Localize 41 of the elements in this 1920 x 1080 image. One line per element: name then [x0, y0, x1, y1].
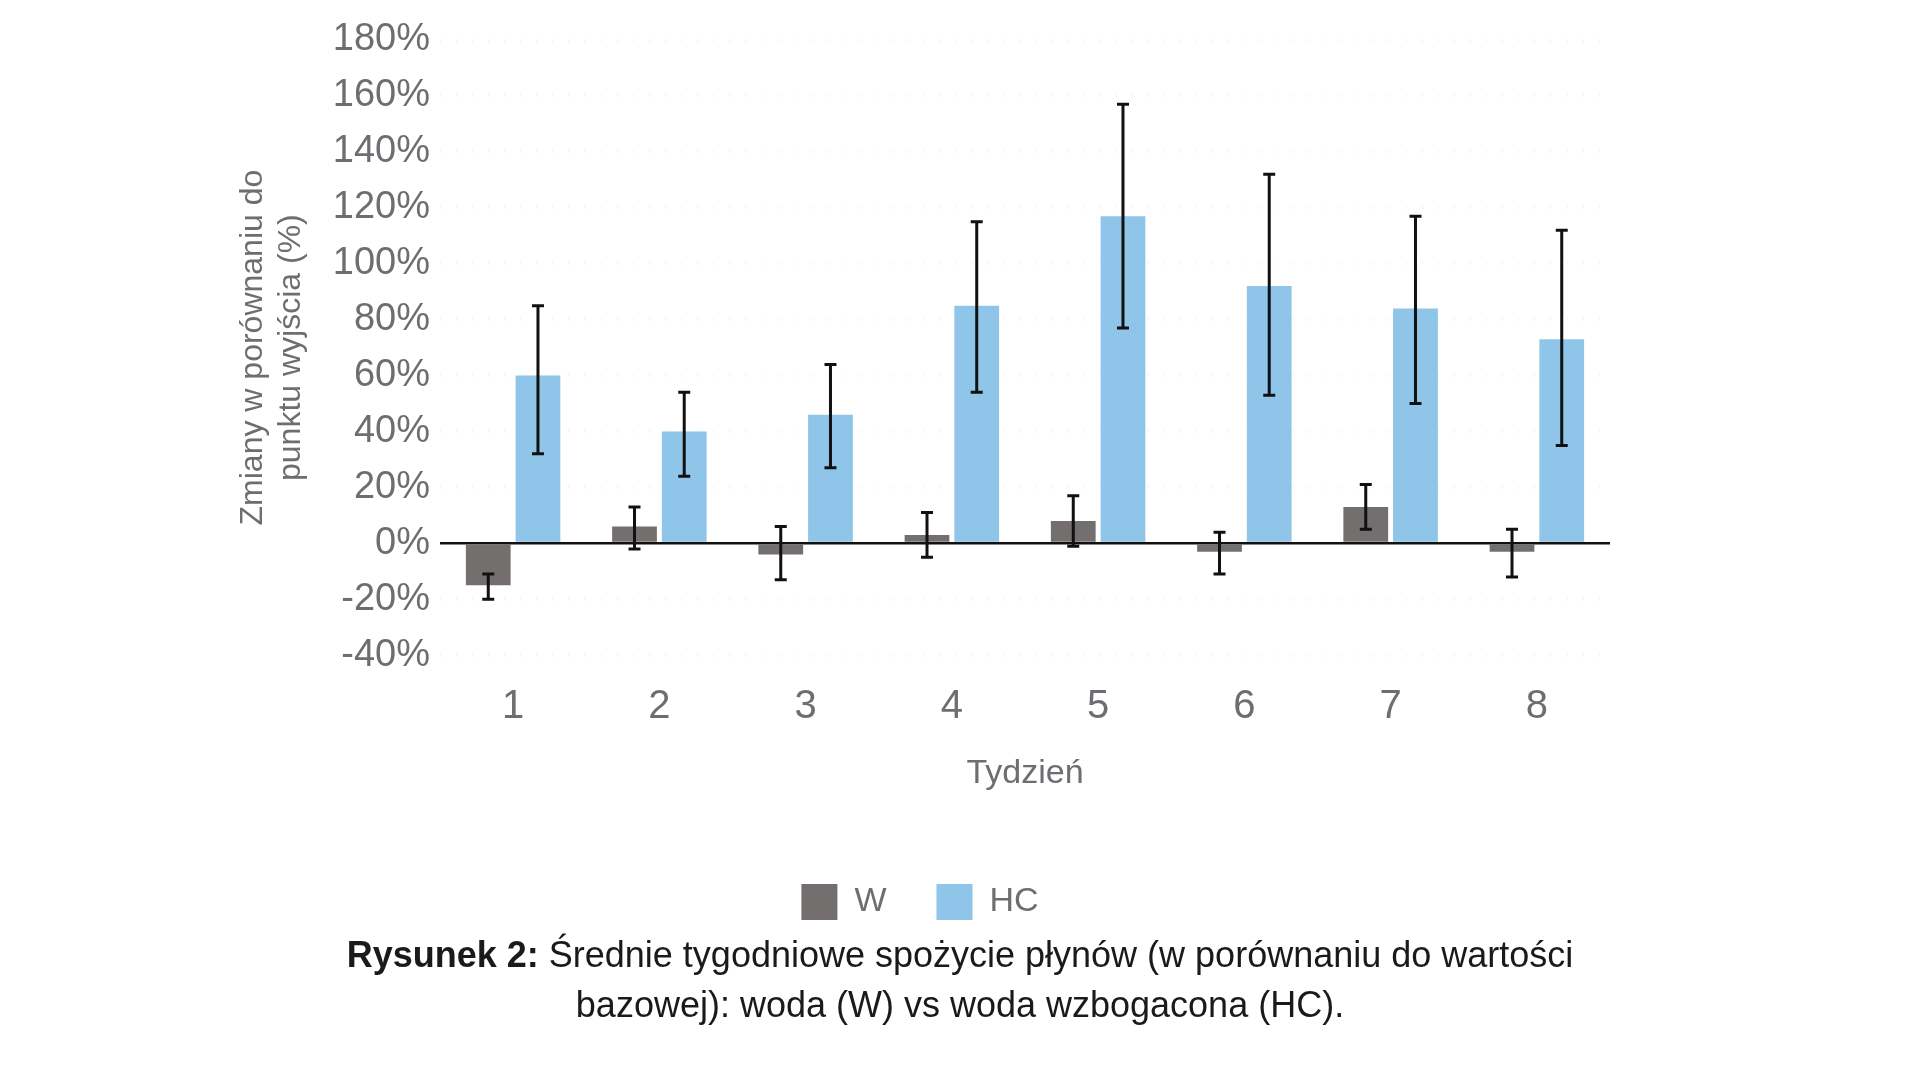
x-tick-label: 6 [1233, 682, 1256, 727]
bar [1393, 308, 1438, 542]
bar [1050, 520, 1096, 542]
y-tick-label: 100% [332, 240, 430, 283]
y-tick-label: 60% [353, 352, 430, 395]
y-tick-label: -20% [341, 575, 430, 618]
y-tick-label: 0% [375, 519, 430, 562]
bar [758, 544, 804, 555]
bar [661, 431, 707, 542]
y-axis-title: Zmiany w porównaniu do punktu wyjścia (%) [233, 169, 308, 526]
bar [808, 414, 853, 542]
y-tick-label: 160% [332, 72, 430, 115]
bar [1539, 339, 1585, 542]
x-tick-label: 3 [794, 682, 817, 727]
y-tick-label: 40% [353, 407, 430, 450]
bar [904, 534, 950, 542]
x-tick-label: 1 [501, 682, 525, 727]
x-tick-label: 4 [940, 682, 963, 727]
y-tick-label: 140% [332, 128, 430, 171]
x-tick-label: 5 [1087, 682, 1110, 727]
bar [1197, 544, 1242, 552]
y-tick-label: -40% [341, 631, 430, 674]
bar [1343, 506, 1389, 542]
x-axis-title: Tydzień [966, 751, 1084, 790]
y-tick-label: 120% [332, 184, 430, 227]
y-tick-label: 20% [353, 463, 430, 506]
x-tick-label: 2 [648, 682, 671, 727]
bar [515, 375, 561, 542]
legend-label: W [854, 880, 887, 919]
legend-label: HC [989, 880, 1039, 919]
bar [1100, 216, 1146, 542]
x-tick-label: 7 [1379, 682, 1402, 727]
bar [1489, 544, 1535, 552]
y-tick-label: 80% [353, 296, 430, 339]
y-tick-label: 180% [332, 16, 430, 59]
x-tick-label: 8 [1525, 682, 1548, 727]
bar [612, 526, 657, 542]
bar [954, 305, 1000, 542]
text: Rysunek 2: Średnie tygodniowe spożycie płynów (w porównaniu do wartości bazowej): woda (W) vs woda wzbogacona (HC). [345, 932, 1575, 1027]
bar [465, 544, 511, 586]
bar [1246, 286, 1292, 542]
